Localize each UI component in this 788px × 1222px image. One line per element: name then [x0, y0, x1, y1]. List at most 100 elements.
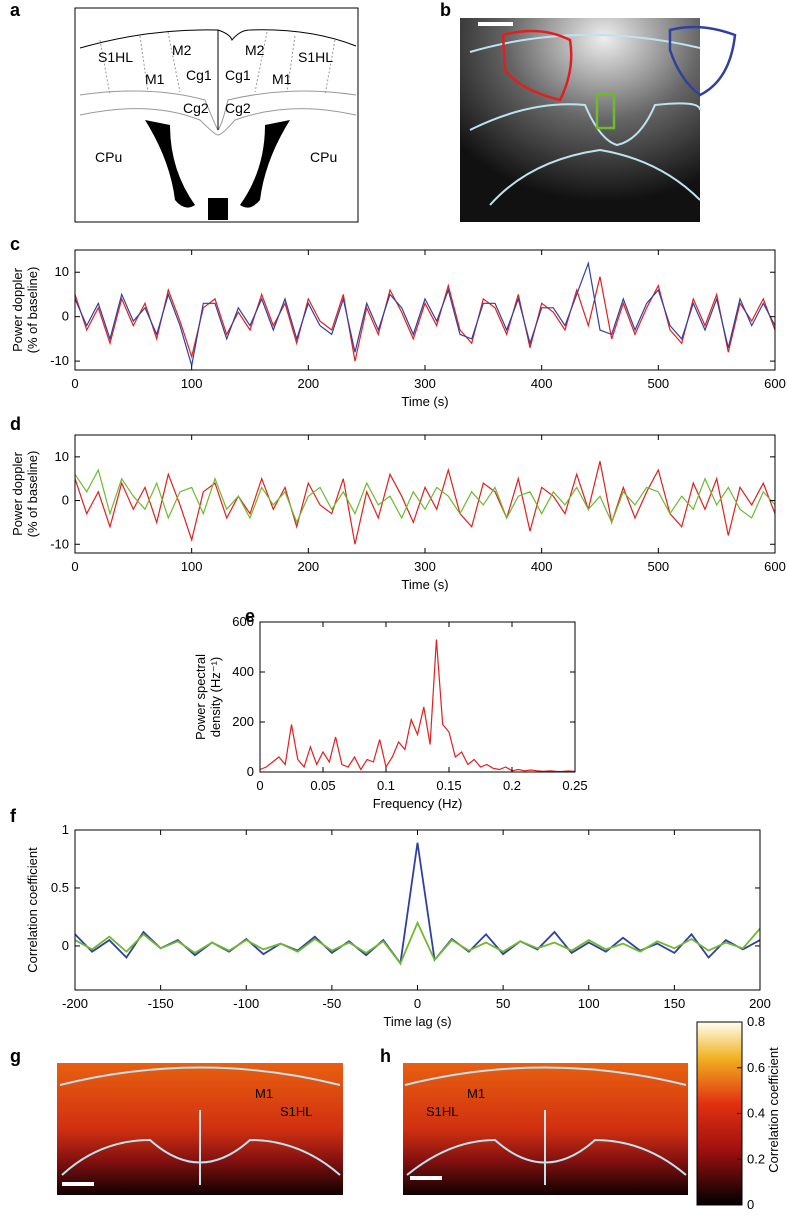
y-axis-label: density (Hz⁻¹): [208, 657, 223, 738]
data-line: [74, 842, 761, 966]
y-axis-label: (% of baseline): [25, 267, 40, 354]
y-tick-label: -10: [50, 536, 69, 551]
x-tick-label: 200: [749, 996, 771, 1011]
x-tick-label: 500: [647, 376, 669, 391]
atlas-label: Cg2: [183, 100, 209, 116]
x-tick-label: 0.1: [377, 778, 395, 793]
ultrasound-image: [460, 18, 737, 222]
x-tick-label: 600: [764, 376, 786, 391]
x-tick-label: 0: [71, 376, 78, 391]
atlas-label: CPu: [95, 149, 122, 165]
x-tick-label: -150: [148, 996, 174, 1011]
x-tick-label: 100: [578, 996, 600, 1011]
x-tick-label: 500: [647, 559, 669, 574]
y-axis-label: Power doppler: [10, 267, 25, 351]
panel-label: h: [380, 1046, 391, 1066]
x-tick-label: 400: [531, 376, 553, 391]
x-axis-label: Time lag (s): [383, 1014, 451, 1029]
x-axis-label: Frequency (Hz): [373, 796, 463, 811]
panel-label: a: [10, 0, 21, 20]
y-tick-label: 600: [232, 614, 254, 629]
panel-label: g: [10, 1046, 21, 1066]
atlas-label: Cg1: [186, 67, 212, 83]
plot-frame: [74, 829, 761, 991]
correlation-map-h: M1 S1HL: [403, 1063, 688, 1195]
y-tick-label: 0: [247, 764, 254, 779]
map-label: M1: [255, 1086, 273, 1101]
x-tick-label: -100: [233, 996, 259, 1011]
plot-frame: [259, 621, 576, 773]
colorbar-tick-label: 0.6: [747, 1060, 765, 1075]
panel-label: d: [10, 414, 21, 434]
x-tick-label: 0.2: [503, 778, 521, 793]
panel-label: f: [10, 806, 17, 826]
data-line: [74, 276, 776, 362]
x-tick-label: 100: [181, 559, 203, 574]
data-line: [259, 639, 576, 773]
colorbar-tick-label: 0.2: [747, 1151, 765, 1166]
y-tick-label: 400: [232, 664, 254, 679]
atlas-label: M2: [245, 42, 265, 58]
x-tick-label: -200: [62, 996, 88, 1011]
map-label: S1HL: [280, 1104, 313, 1119]
correlation-map-g: M1 S1HL: [57, 1063, 343, 1195]
atlas-label: S1HL: [298, 49, 333, 65]
x-tick-label: -50: [322, 996, 341, 1011]
plot-frame: [74, 434, 776, 554]
colorbar-tick-label: 0.4: [747, 1106, 765, 1121]
data-line: [74, 468, 776, 524]
colorbar-tick-label: 0: [747, 1197, 754, 1212]
data-line: [74, 461, 776, 545]
colorbar-tick-label: 0.8: [747, 1014, 765, 1029]
data-line: [74, 261, 776, 366]
panel-label: c: [10, 234, 20, 254]
x-tick-label: 50: [496, 996, 510, 1011]
x-tick-label: 0: [414, 996, 421, 1011]
atlas-label: Cg1: [225, 67, 251, 83]
x-axis-label: Time (s): [401, 394, 448, 409]
x-tick-label: 0: [256, 778, 263, 793]
atlas-label: Cg2: [225, 100, 251, 116]
x-axis-label: Time (s): [401, 577, 448, 592]
y-axis-label: (% of baseline): [25, 451, 40, 538]
map-label: S1HL: [426, 1104, 459, 1119]
x-tick-label: 0.15: [436, 778, 461, 793]
x-tick-label: 400: [531, 559, 553, 574]
atlas-diagram: [74, 7, 359, 223]
x-tick-label: 600: [764, 559, 786, 574]
x-tick-label: 200: [297, 559, 319, 574]
y-tick-label: 10: [55, 264, 69, 279]
y-tick-label: -10: [50, 353, 69, 368]
atlas-label: M1: [145, 71, 165, 87]
data-line: [74, 920, 761, 966]
y-axis-label: Power spectral: [193, 654, 208, 740]
atlas-label: CPu: [310, 149, 337, 165]
x-tick-label: 0.05: [310, 778, 335, 793]
x-tick-label: 300: [414, 559, 436, 574]
atlas-label: S1HL: [98, 49, 133, 65]
atlas-label: M1: [272, 71, 292, 87]
y-tick-label: 0: [62, 493, 69, 508]
x-tick-label: 200: [297, 376, 319, 391]
y-tick-label: 0: [62, 309, 69, 324]
panel-label: e: [245, 606, 255, 626]
x-tick-label: 0: [71, 559, 78, 574]
panel-label: b: [440, 0, 451, 20]
x-tick-label: 300: [414, 376, 436, 391]
x-tick-label: 150: [664, 996, 686, 1011]
y-axis-label: Power doppler: [10, 451, 25, 535]
y-tick-label: 200: [232, 714, 254, 729]
y-tick-label: 0: [62, 938, 69, 953]
y-tick-label: 0.5: [51, 880, 69, 895]
colorbar: [696, 1021, 743, 1206]
y-tick-label: 1: [62, 822, 69, 837]
map-label: M1: [467, 1086, 485, 1101]
x-tick-label: 100: [181, 376, 203, 391]
y-axis-label: Correlation coefficient: [25, 847, 40, 973]
x-tick-label: 0.25: [562, 778, 587, 793]
plot-frame: [74, 249, 776, 371]
atlas-label: M2: [172, 42, 192, 58]
colorbar-label: Correlation coefficient: [766, 1047, 781, 1173]
y-tick-label: 10: [55, 449, 69, 464]
